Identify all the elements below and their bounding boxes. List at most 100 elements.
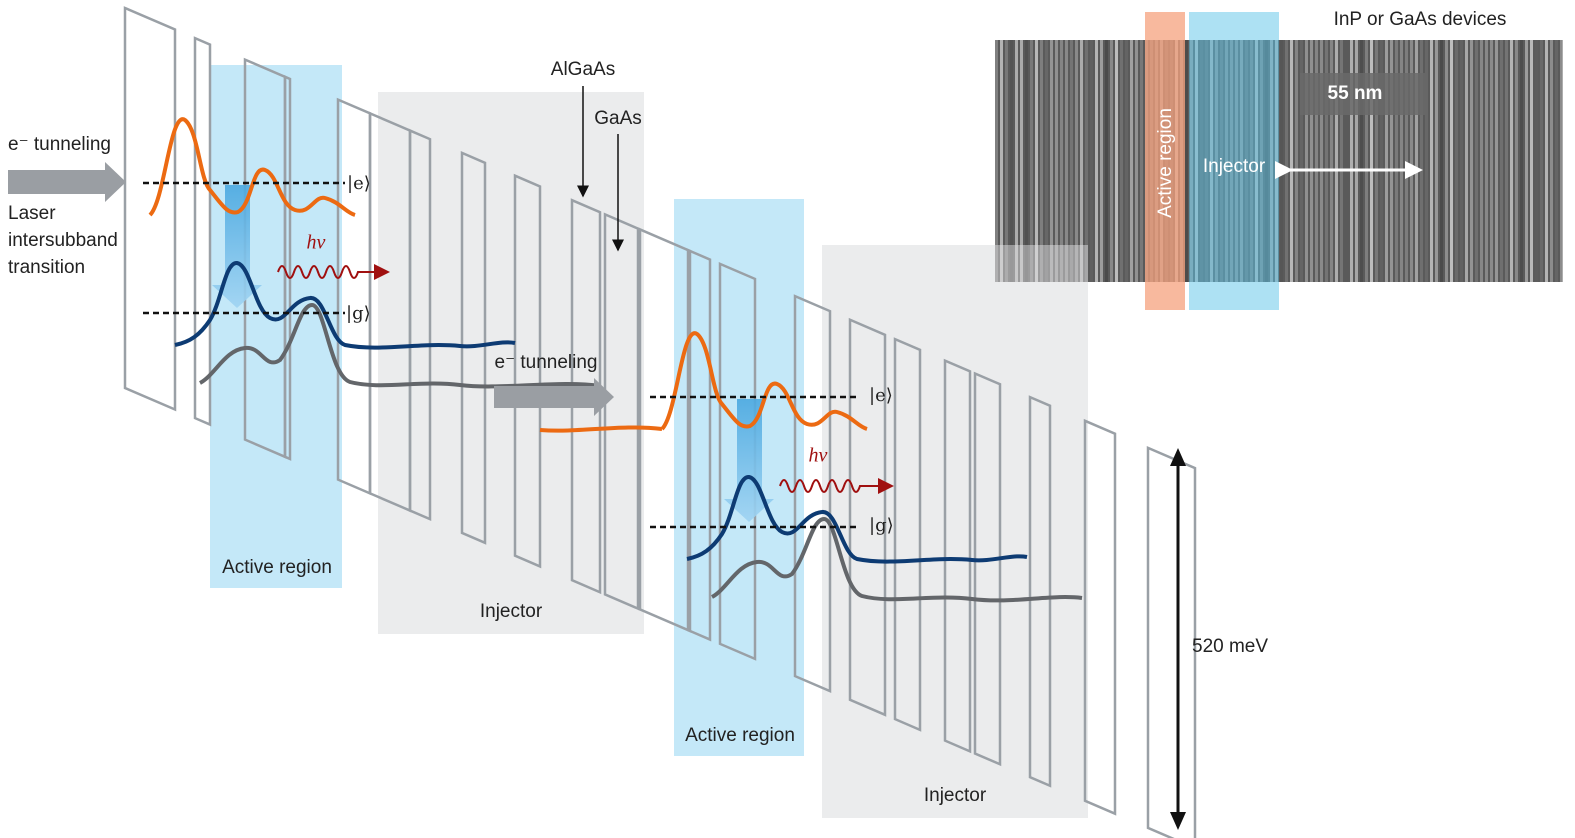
micrograph-stripe [1515,40,1518,282]
barrier [513,173,542,569]
tunneling-label: e⁻ tunneling [8,134,111,155]
barrier [570,198,602,595]
ground-state-label: |g⟩ [869,515,894,536]
scale-label: 55 nm [1328,83,1383,104]
barrier [1146,445,1197,838]
micrograph-stripe [1480,40,1483,282]
micrograph-stripe [1135,40,1138,282]
barrier [718,261,757,661]
micrograph-stripe [1025,40,1028,282]
barrier [1083,418,1117,816]
active-band-label: Active region [1155,108,1176,218]
excited-wavefunction [660,331,868,431]
excited-wavefunction [148,117,356,217]
micrograph-stripe [1430,40,1433,282]
barrier [283,74,292,461]
photon [779,478,894,494]
micrograph-stripe [1525,40,1528,282]
micrograph-stripe [1055,40,1058,282]
micrograph-stripe [1555,40,1558,282]
barrier [460,151,487,545]
excited-wavefunction-tail [539,425,663,433]
active-band [1145,12,1185,310]
transition-label: transition [8,257,85,278]
micrograph-stripe [1460,40,1463,282]
barrier [848,317,887,717]
micrograph-stripe [1435,40,1438,282]
micrograph-stripe [1455,40,1458,282]
injector-band-label: Injector [1203,156,1266,177]
barrier [893,337,922,732]
photon-label: hν [307,232,326,254]
stage [650,331,1083,603]
active-region-label: Active region [685,725,795,746]
photon [277,264,390,280]
micrograph-stripe [1115,40,1118,282]
photon-label: hν [809,445,828,467]
micrograph-stripe [1475,40,1478,282]
micrograph-stripe [1495,40,1498,282]
tunneling-arrow [494,378,614,416]
micrograph-stripe [1065,40,1068,282]
micrograph-stripe [1440,40,1443,282]
barrier-material-label: AlGaAs [551,59,615,80]
micrograph-stripe [1125,40,1128,282]
ground-wavefunction [686,475,1028,564]
barrier [1028,395,1052,788]
micrograph-stripe [1060,40,1063,282]
micrograph-stripe [1140,40,1143,282]
scale-box [1300,73,1425,115]
active-region-bg [210,65,342,588]
injector-bg-overlap [995,245,1088,282]
micrograph-stripe [1030,40,1033,282]
excited-state-label: |e⟩ [347,173,371,194]
micrograph-stripe [1015,40,1018,282]
ground-wavefunction [174,261,516,350]
micrograph-stripe [1045,40,1048,282]
micrograph-stripe [1075,40,1078,282]
micrograph-stripe [1005,40,1008,282]
barrier [123,6,177,412]
barrier [943,358,972,754]
micrograph-stripe [1490,40,1493,282]
micrograph-stripe [1545,40,1548,282]
micrograph-stripe [1085,40,1088,282]
micrograph-stripe [1290,40,1293,282]
injector-label: Injector [480,601,543,622]
micrograph-stripe [1095,40,1098,282]
micrograph-stripe [1280,40,1283,282]
micrograph-stripe [1295,40,1298,282]
active-region-label: Active region [222,557,332,578]
transition-label: Laser [8,203,56,224]
micrograph-stripe [1110,40,1113,282]
ground-wavefunction-gray [198,302,601,389]
micrograph-stripe [1500,40,1503,282]
barrier [686,248,712,642]
injector-label: Injector [924,785,987,806]
micrograph-stripe [1185,40,1188,282]
micrograph-stripe [1120,40,1123,282]
ground-state-label: |g⟩ [346,303,371,324]
micrograph-stripe [1540,40,1543,282]
injector-band [1189,12,1279,310]
barrier [973,371,1002,767]
barrier [193,36,212,427]
micrograph-stripe [1010,40,1013,282]
band-structure [123,6,1197,838]
barrier [793,294,832,694]
micrograph-stripe [1000,40,1003,282]
micrograph-stripe [1090,40,1093,282]
micrograph-stripe [1535,40,1538,282]
micrograph-stripe [1560,40,1563,282]
micrograph-stripe [1510,40,1513,282]
micrograph-stripe [1425,40,1428,282]
micrograph-stripe [995,40,998,282]
micrograph-title: InP or GaAs devices [1334,9,1507,30]
tunneling-arrow [8,162,126,202]
micrograph-stripe [1105,40,1108,282]
transition-label: intersubband [8,230,118,251]
barrier [336,97,372,496]
micrograph-stripe [1445,40,1448,282]
micrograph-stripe [1285,40,1288,282]
